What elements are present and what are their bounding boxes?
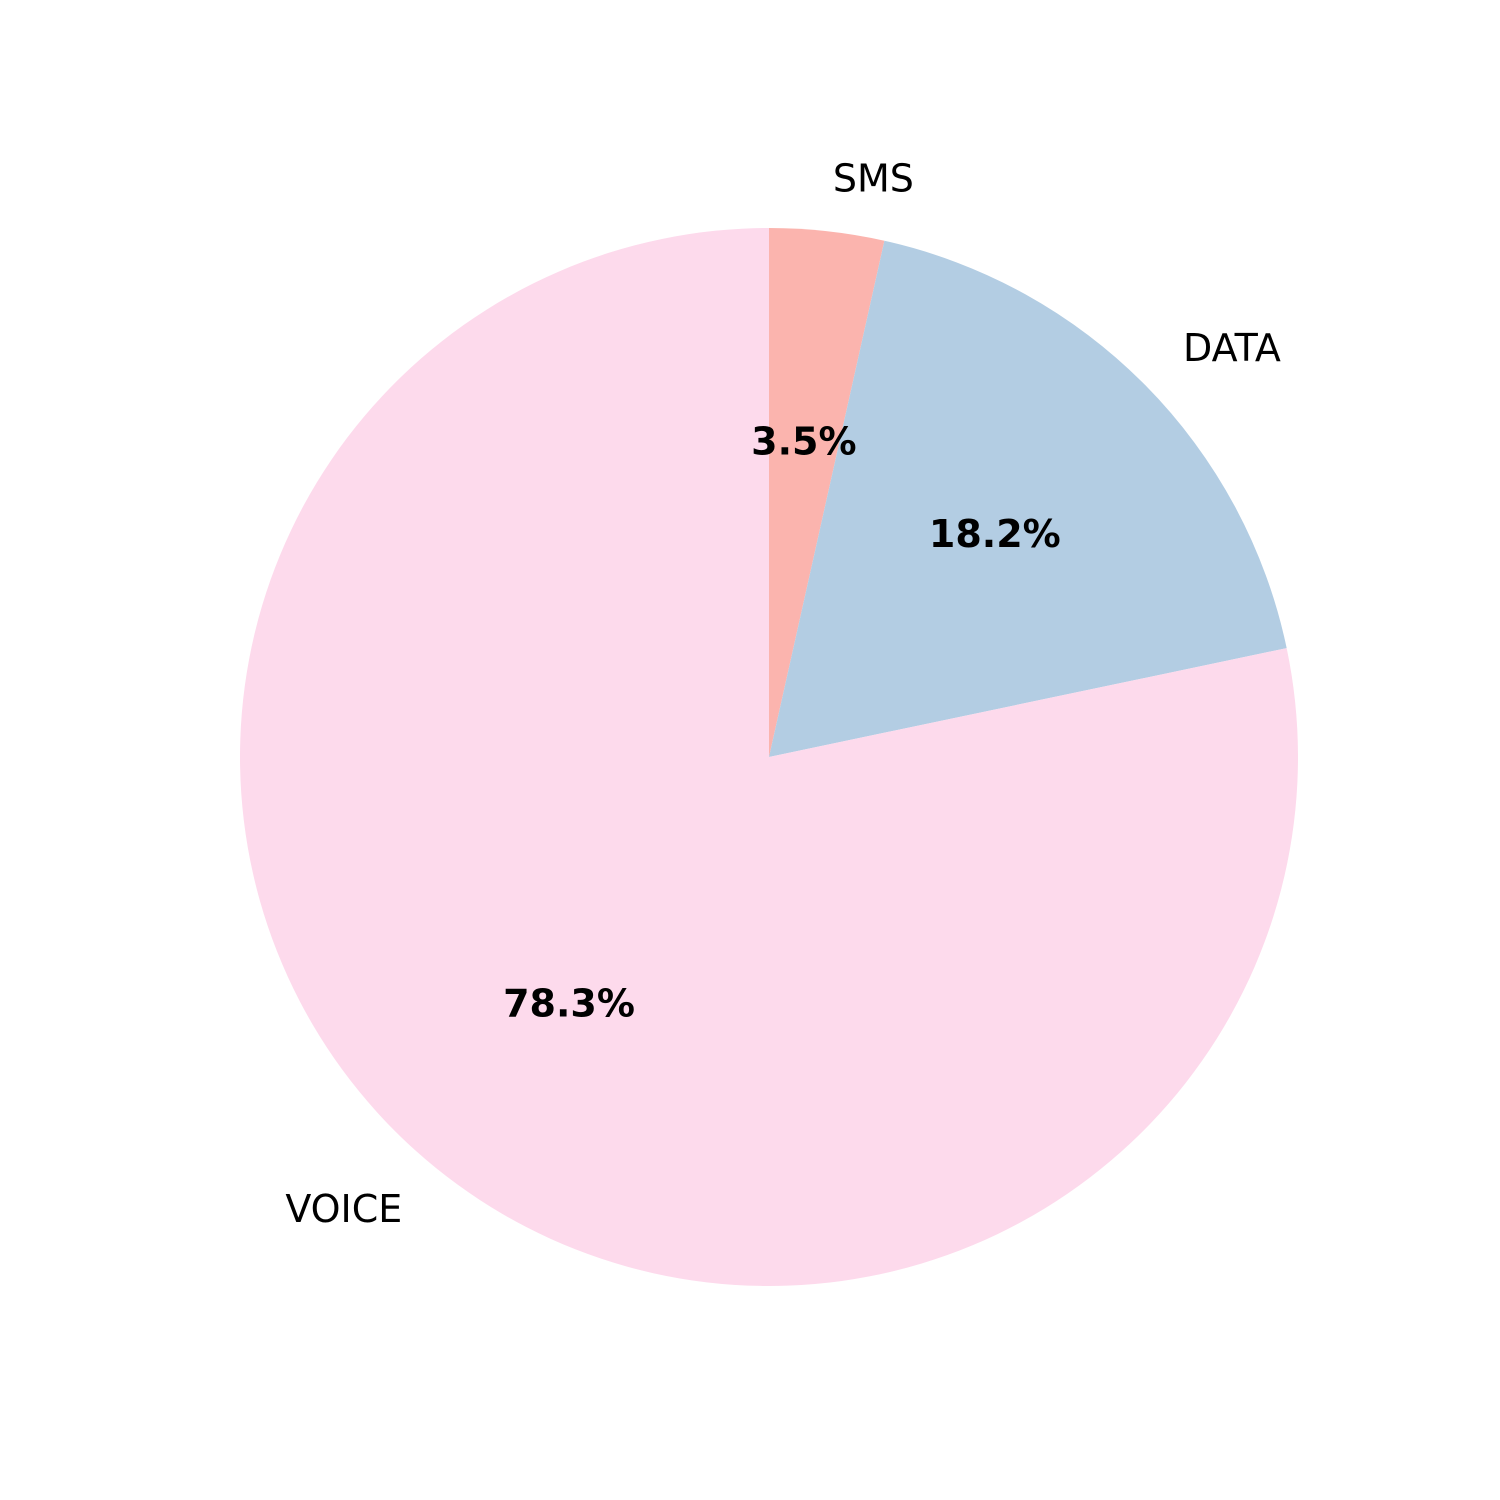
pie-slice-voice — [240, 228, 1299, 1286]
slice-percent-data: 18.2% — [929, 512, 1061, 556]
slice-label-data: DATA — [1183, 326, 1281, 370]
pie-slice-data — [769, 240, 1287, 757]
labels-layer: SMS 3.5% DATA 18.2% VOICE 78.3% — [285, 157, 1281, 1231]
slices-layer — [240, 228, 1299, 1286]
pie-slice-sms — [769, 228, 885, 757]
slice-percent-sms: 3.5% — [751, 420, 856, 464]
slice-label-sms: SMS — [833, 157, 914, 201]
slice-label-voice: VOICE — [285, 1187, 402, 1231]
slice-percent-voice: 78.3% — [503, 981, 635, 1025]
